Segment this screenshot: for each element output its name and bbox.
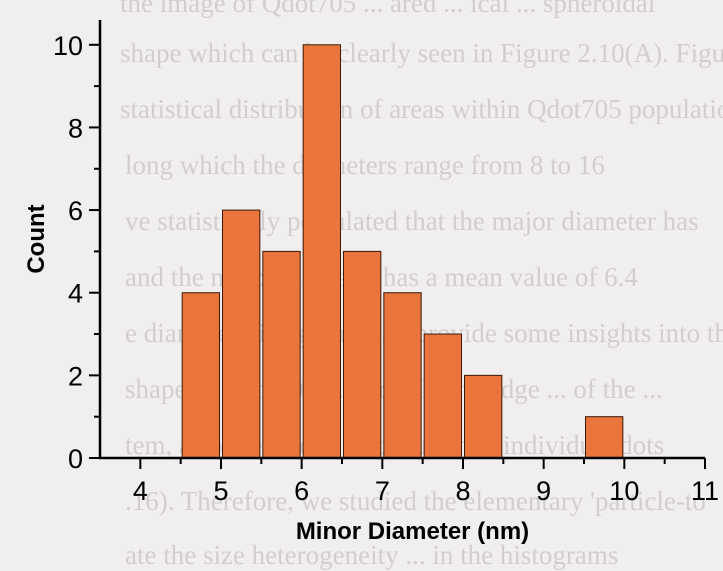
y-tick-label: 0 [68,444,83,474]
background-text-line: long which the diameters range from 8 to… [125,150,605,180]
histogram-chart: 4 5 6 7 8 9 10 11 0 2 4 6 8 10 Count Minor Diameter (… [23,20,719,545]
x-axis-title: Minor Diameter (nm) [296,518,529,545]
histogram-bar [423,333,462,459]
x-tick-label: 5 [213,476,228,506]
background-text-line: the image of Qdot705 ... ared ... ical .… [120,0,656,18]
y-tick-label: 6 [68,196,83,226]
background-text-line: ve statistically postulated that the maj… [125,206,699,236]
x-tick-label: 7 [375,476,390,506]
histogram-bar [181,292,221,459]
x-tick-label: 11 [691,476,719,506]
histogram-bar [302,44,341,459]
histogram-bar [464,374,503,459]
x-tick-label: 4 [133,476,148,506]
y-tick-label: 2 [68,361,83,391]
histogram-bar [222,209,261,459]
histogram-bar [343,250,382,459]
y-tick-label: 4 [68,279,83,309]
background-text-line: statistical distribution of areas within… [120,94,723,124]
y-axis-title: Count [23,204,50,273]
x-tick-label: 9 [536,476,551,506]
y-tick-label: 8 [68,113,83,143]
background-text-line: and the minor diameter has a mean value … [125,262,638,292]
x-tick-label: 8 [455,476,470,506]
background-text-line: .16). Therefore, we studied the elementa… [125,486,706,516]
y-tick-label: 10 [53,31,83,61]
x-tick-label: 6 [294,476,309,506]
bars-group [181,44,624,459]
axes-group [98,20,705,460]
histogram-bar [262,250,301,459]
histogram-bar [383,292,422,459]
x-tick-label: 10 [609,476,639,506]
background-text-line: shape which can be clearly seen in Figur… [120,38,723,68]
histogram-bar [585,416,624,459]
ticks-group: 4 5 6 7 8 9 10 11 0 2 4 6 8 10 [53,31,719,506]
